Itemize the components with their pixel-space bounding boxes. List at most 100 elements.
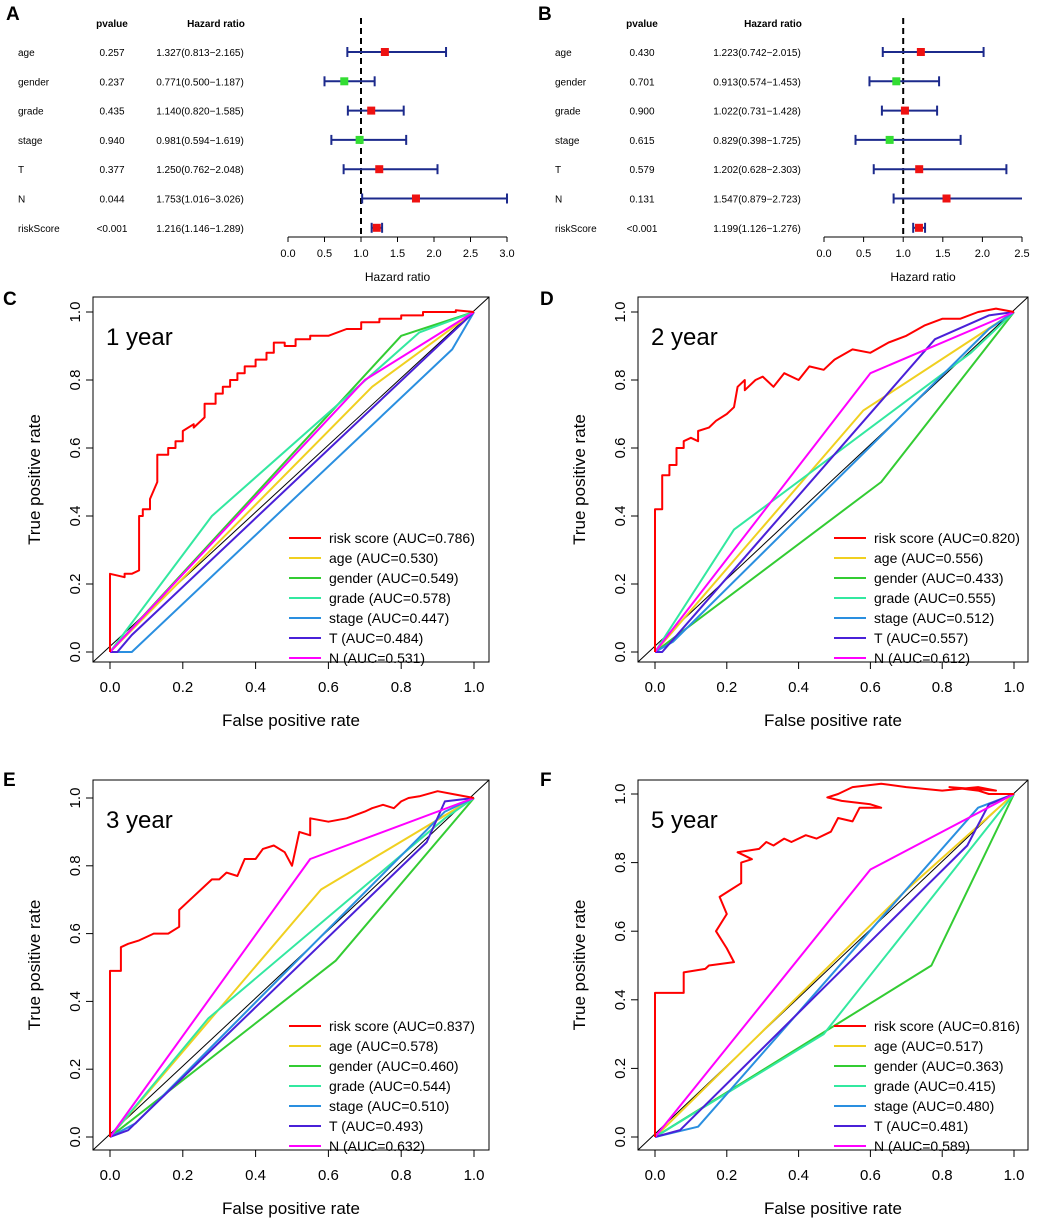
- x-tick-label: 0.2: [716, 1167, 737, 1184]
- x-tick-label: 1.0: [1004, 679, 1025, 696]
- y-tick-label: 0.2: [612, 574, 629, 595]
- panel-label: A: [6, 4, 20, 25]
- x-tick-label: 0.4: [245, 679, 266, 696]
- row-pvalue: 0.377: [99, 165, 124, 176]
- legend-entry: grade (AUC=0.544): [329, 1078, 451, 1094]
- panel-label: F: [540, 770, 552, 791]
- row-pvalue: 0.615: [629, 136, 654, 147]
- plot-frame: [637, 296, 1029, 663]
- hr-marker: [367, 106, 376, 115]
- row-pvalue: 0.131: [629, 195, 654, 206]
- panel-label: D: [540, 289, 554, 310]
- row-label: riskScore: [555, 224, 597, 235]
- row-pvalue: <0.001: [97, 224, 128, 235]
- x-tick-label: 1.0: [896, 248, 911, 260]
- pvalue-header: pvalue: [626, 19, 658, 30]
- hr-marker: [340, 77, 349, 86]
- x-tick-label: 0.4: [245, 1167, 266, 1184]
- hr-marker: [942, 194, 951, 203]
- x-tick-label: 0.0: [280, 248, 295, 260]
- row-pvalue: 0.701: [629, 77, 654, 88]
- row-pvalue: 0.940: [99, 136, 124, 147]
- roc-curve: [654, 793, 1015, 1138]
- roc-plot-f: F 0.0 0.0 0.2 0.2 0.4 0.4 0.6 0.6 0.8 0.8 1.0 1.0 Fal…: [540, 770, 1029, 1218]
- roc-plot-c: C 0.0 0.0 0.2 0.2 0.4 0.4 0.6 0.6 0.8 0.8 1.0 1.0 Fal…: [3, 289, 490, 730]
- hr-marker: [372, 223, 381, 232]
- legend-entry: N (AUC=0.632): [329, 1138, 425, 1154]
- row-pvalue: <0.001: [627, 224, 658, 235]
- x-tick-label: 0.8: [932, 1167, 953, 1184]
- legend-entry: stage (AUC=0.510): [329, 1098, 449, 1114]
- legend-entry: gender (AUC=0.460): [329, 1058, 459, 1074]
- roc-curve: [654, 793, 1015, 1138]
- diagonal-line: [92, 779, 490, 1151]
- legend-entry: T (AUC=0.493): [329, 1118, 423, 1134]
- plot-frame: [92, 296, 490, 663]
- y-tick-label: 0.0: [67, 1127, 84, 1148]
- x-tick-label: 0.5: [856, 248, 871, 260]
- x-tick-label: 0.6: [318, 679, 339, 696]
- legend-entry: stage (AUC=0.512): [874, 610, 994, 626]
- row-label: gender: [18, 77, 50, 88]
- row-label: grade: [555, 107, 581, 118]
- hazard-ratio-header: Hazard ratio: [744, 19, 802, 30]
- y-tick-label: 0.8: [67, 370, 84, 391]
- x-axis-title: Hazard ratio: [365, 270, 431, 284]
- hazard-ratio-header: Hazard ratio: [187, 19, 245, 30]
- roc-curve: [109, 797, 475, 1138]
- diagonal-line: [637, 779, 1029, 1151]
- row-pvalue: 0.237: [99, 77, 124, 88]
- hr-marker: [380, 48, 389, 56]
- x-tick-label: 3.0: [499, 248, 514, 260]
- roc-curve: [109, 311, 475, 653]
- hr-marker: [885, 135, 894, 144]
- plot-frame: [92, 779, 490, 1151]
- y-tick-label: 0.6: [67, 923, 84, 944]
- y-tick-label: 0.8: [612, 852, 629, 873]
- roc-curve: [109, 797, 475, 1138]
- x-tick-label: 1.5: [935, 248, 950, 260]
- y-axis-title: True positive rate: [25, 900, 44, 1031]
- x-tick-label: 1.5: [390, 248, 405, 260]
- roc-curve: [110, 311, 475, 653]
- plot-title: 2 year: [651, 324, 718, 351]
- row-hazard-ratio: 1.140(0.820−1.585): [156, 107, 244, 118]
- legend-entry: T (AUC=0.481): [874, 1118, 968, 1134]
- roc-curve: [109, 797, 475, 1138]
- roc-plot-e: E 0.0 0.0 0.2 0.2 0.4 0.4 0.6 0.6 0.8 0.8 1.0 1.0 Fal…: [3, 770, 490, 1218]
- roc-curve: [109, 311, 475, 653]
- row-pvalue: 0.435: [99, 107, 124, 118]
- y-tick-label: 0.2: [612, 1058, 629, 1079]
- x-tick-label: 1.0: [1004, 1167, 1025, 1184]
- roc-curve: [109, 309, 475, 652]
- y-tick-label: 0.2: [67, 574, 84, 595]
- y-tick-label: 0.8: [612, 370, 629, 391]
- legend-entry: risk score (AUC=0.820): [874, 530, 1020, 546]
- x-tick-label: 2.0: [426, 248, 441, 260]
- row-label: riskScore: [18, 224, 60, 235]
- x-axis-title: False positive rate: [222, 711, 360, 730]
- row-label: grade: [18, 107, 44, 118]
- plot-title: 3 year: [106, 807, 173, 834]
- y-tick-label: 1.0: [612, 302, 629, 323]
- roc-curve: [654, 311, 1015, 653]
- y-tick-label: 0.6: [612, 438, 629, 459]
- roc-curve: [109, 797, 475, 1138]
- hr-marker: [914, 223, 923, 232]
- legend-entry: grade (AUC=0.415): [874, 1078, 996, 1094]
- row-label: T: [555, 165, 561, 176]
- x-tick-label: 2.0: [975, 248, 990, 260]
- roc-curve: [654, 311, 1015, 653]
- y-tick-label: 0.6: [612, 921, 629, 942]
- y-tick-label: 0.4: [612, 506, 629, 527]
- row-hazard-ratio: 1.202(0.628−2.303): [713, 165, 801, 176]
- row-hazard-ratio: 0.829(0.398−1.725): [713, 136, 801, 147]
- legend-entry: age (AUC=0.517): [874, 1038, 983, 1054]
- x-tick-label: 0.0: [100, 679, 121, 696]
- x-tick-label: 0.5: [317, 248, 332, 260]
- y-axis-title: True positive rate: [570, 900, 589, 1031]
- y-tick-label: 0.6: [67, 438, 84, 459]
- legend-entry: gender (AUC=0.549): [329, 570, 459, 586]
- hr-marker: [892, 77, 901, 86]
- x-axis-title: Hazard ratio: [890, 270, 956, 284]
